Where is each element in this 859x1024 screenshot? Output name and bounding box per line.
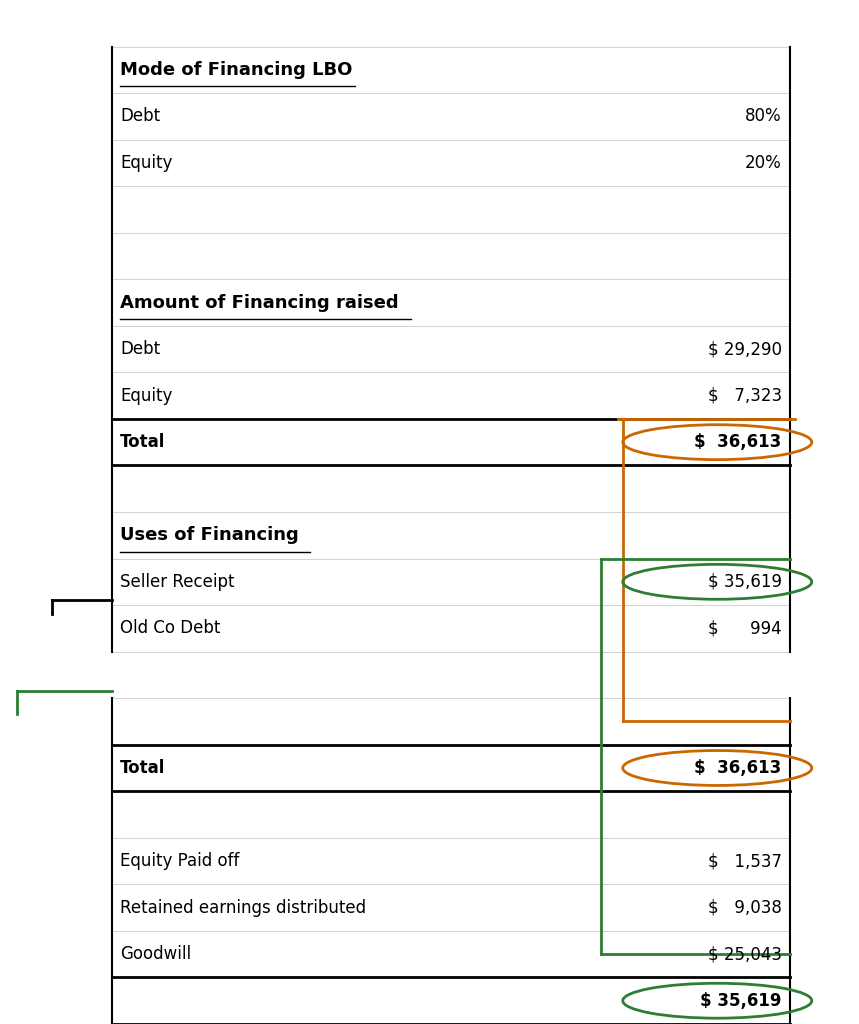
Text: Mode of Financing LBO: Mode of Financing LBO <box>120 60 353 79</box>
Text: Amount of Financing raised: Amount of Financing raised <box>120 294 399 311</box>
Text: Uses of Financing: Uses of Financing <box>120 526 299 545</box>
Text: Debt: Debt <box>120 340 161 358</box>
Text: Goodwill: Goodwill <box>120 945 192 964</box>
Text: 20%: 20% <box>745 154 782 172</box>
Text: $      994: $ 994 <box>708 620 782 637</box>
Text: $ 25,043: $ 25,043 <box>708 945 782 964</box>
Text: Retained earnings distributed: Retained earnings distributed <box>120 899 367 916</box>
Text: Equity: Equity <box>120 154 173 172</box>
Text: $   7,323: $ 7,323 <box>708 387 782 404</box>
Text: Equity: Equity <box>120 387 173 404</box>
Text: $   9,038: $ 9,038 <box>708 899 782 916</box>
Text: $ 35,619: $ 35,619 <box>700 991 782 1010</box>
Text: $  36,613: $ 36,613 <box>694 759 782 777</box>
Text: Total: Total <box>120 433 166 452</box>
Text: Debt: Debt <box>120 108 161 125</box>
Text: Equity Paid off: Equity Paid off <box>120 852 240 870</box>
Text: Total: Total <box>120 759 166 777</box>
Text: $ 35,619: $ 35,619 <box>708 572 782 591</box>
Text: $  36,613: $ 36,613 <box>694 433 782 452</box>
Text: Seller Receipt: Seller Receipt <box>120 572 235 591</box>
Text: $ 29,290: $ 29,290 <box>708 340 782 358</box>
Text: $   1,537: $ 1,537 <box>708 852 782 870</box>
Text: 80%: 80% <box>745 108 782 125</box>
Text: Old Co Debt: Old Co Debt <box>120 620 221 637</box>
